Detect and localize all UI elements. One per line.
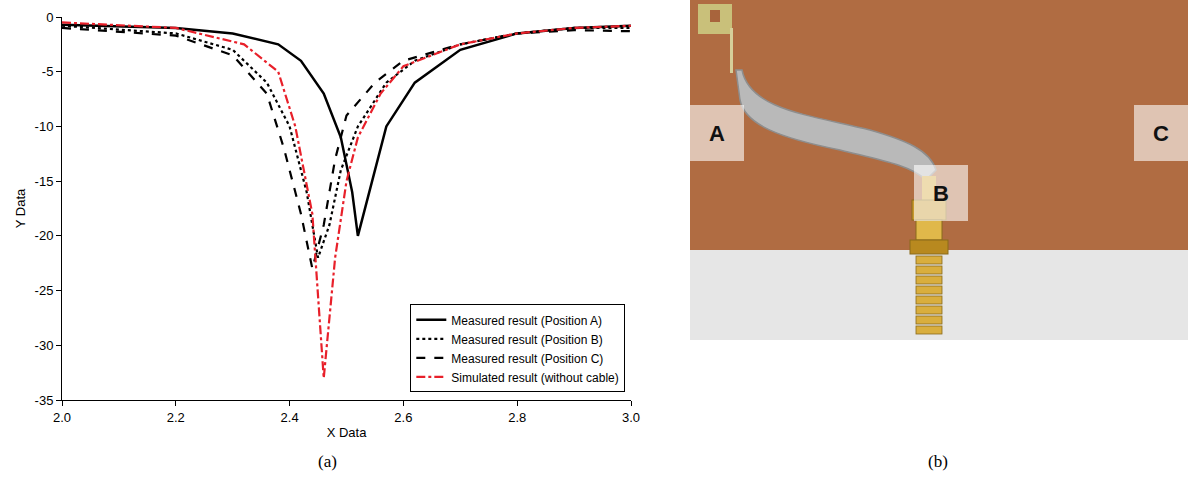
svg-text:-20: -20 — [35, 228, 54, 243]
svg-text:A: A — [709, 121, 725, 146]
svg-text:-35: -35 — [35, 393, 54, 408]
svg-text:-25: -25 — [35, 283, 54, 298]
svg-text:-30: -30 — [35, 338, 54, 353]
svg-text:-5: -5 — [42, 64, 54, 79]
svg-text:2.8: 2.8 — [508, 410, 526, 425]
svg-text:-15: -15 — [35, 174, 54, 189]
svg-text:2.6: 2.6 — [394, 410, 412, 425]
svg-text:Y Data: Y Data — [13, 188, 28, 228]
html-text:(a): (a) — [318, 452, 337, 471]
html-text:(b): (b) — [928, 452, 948, 471]
svg-text:2.4: 2.4 — [281, 410, 299, 425]
svg-text:-10: -10 — [35, 119, 54, 134]
svg-text:X Data: X Data — [327, 425, 368, 440]
svg-text:Measured result (Position B): Measured result (Position B) — [451, 333, 602, 347]
svg-text:B: B — [933, 181, 949, 206]
svg-text:Measured result (Position C): Measured result (Position C) — [451, 352, 603, 366]
svg-text:C: C — [1153, 121, 1169, 146]
svg-text:Simulated result (without cabl: Simulated result (without cable) — [451, 371, 618, 385]
svg-text:2.2: 2.2 — [167, 410, 185, 425]
svg-text:2.0: 2.0 — [53, 410, 71, 425]
svg-text:3.0: 3.0 — [622, 410, 640, 425]
svg-text:0: 0 — [46, 10, 53, 25]
svg-text:Measured result (Position A): Measured result (Position A) — [451, 314, 602, 328]
